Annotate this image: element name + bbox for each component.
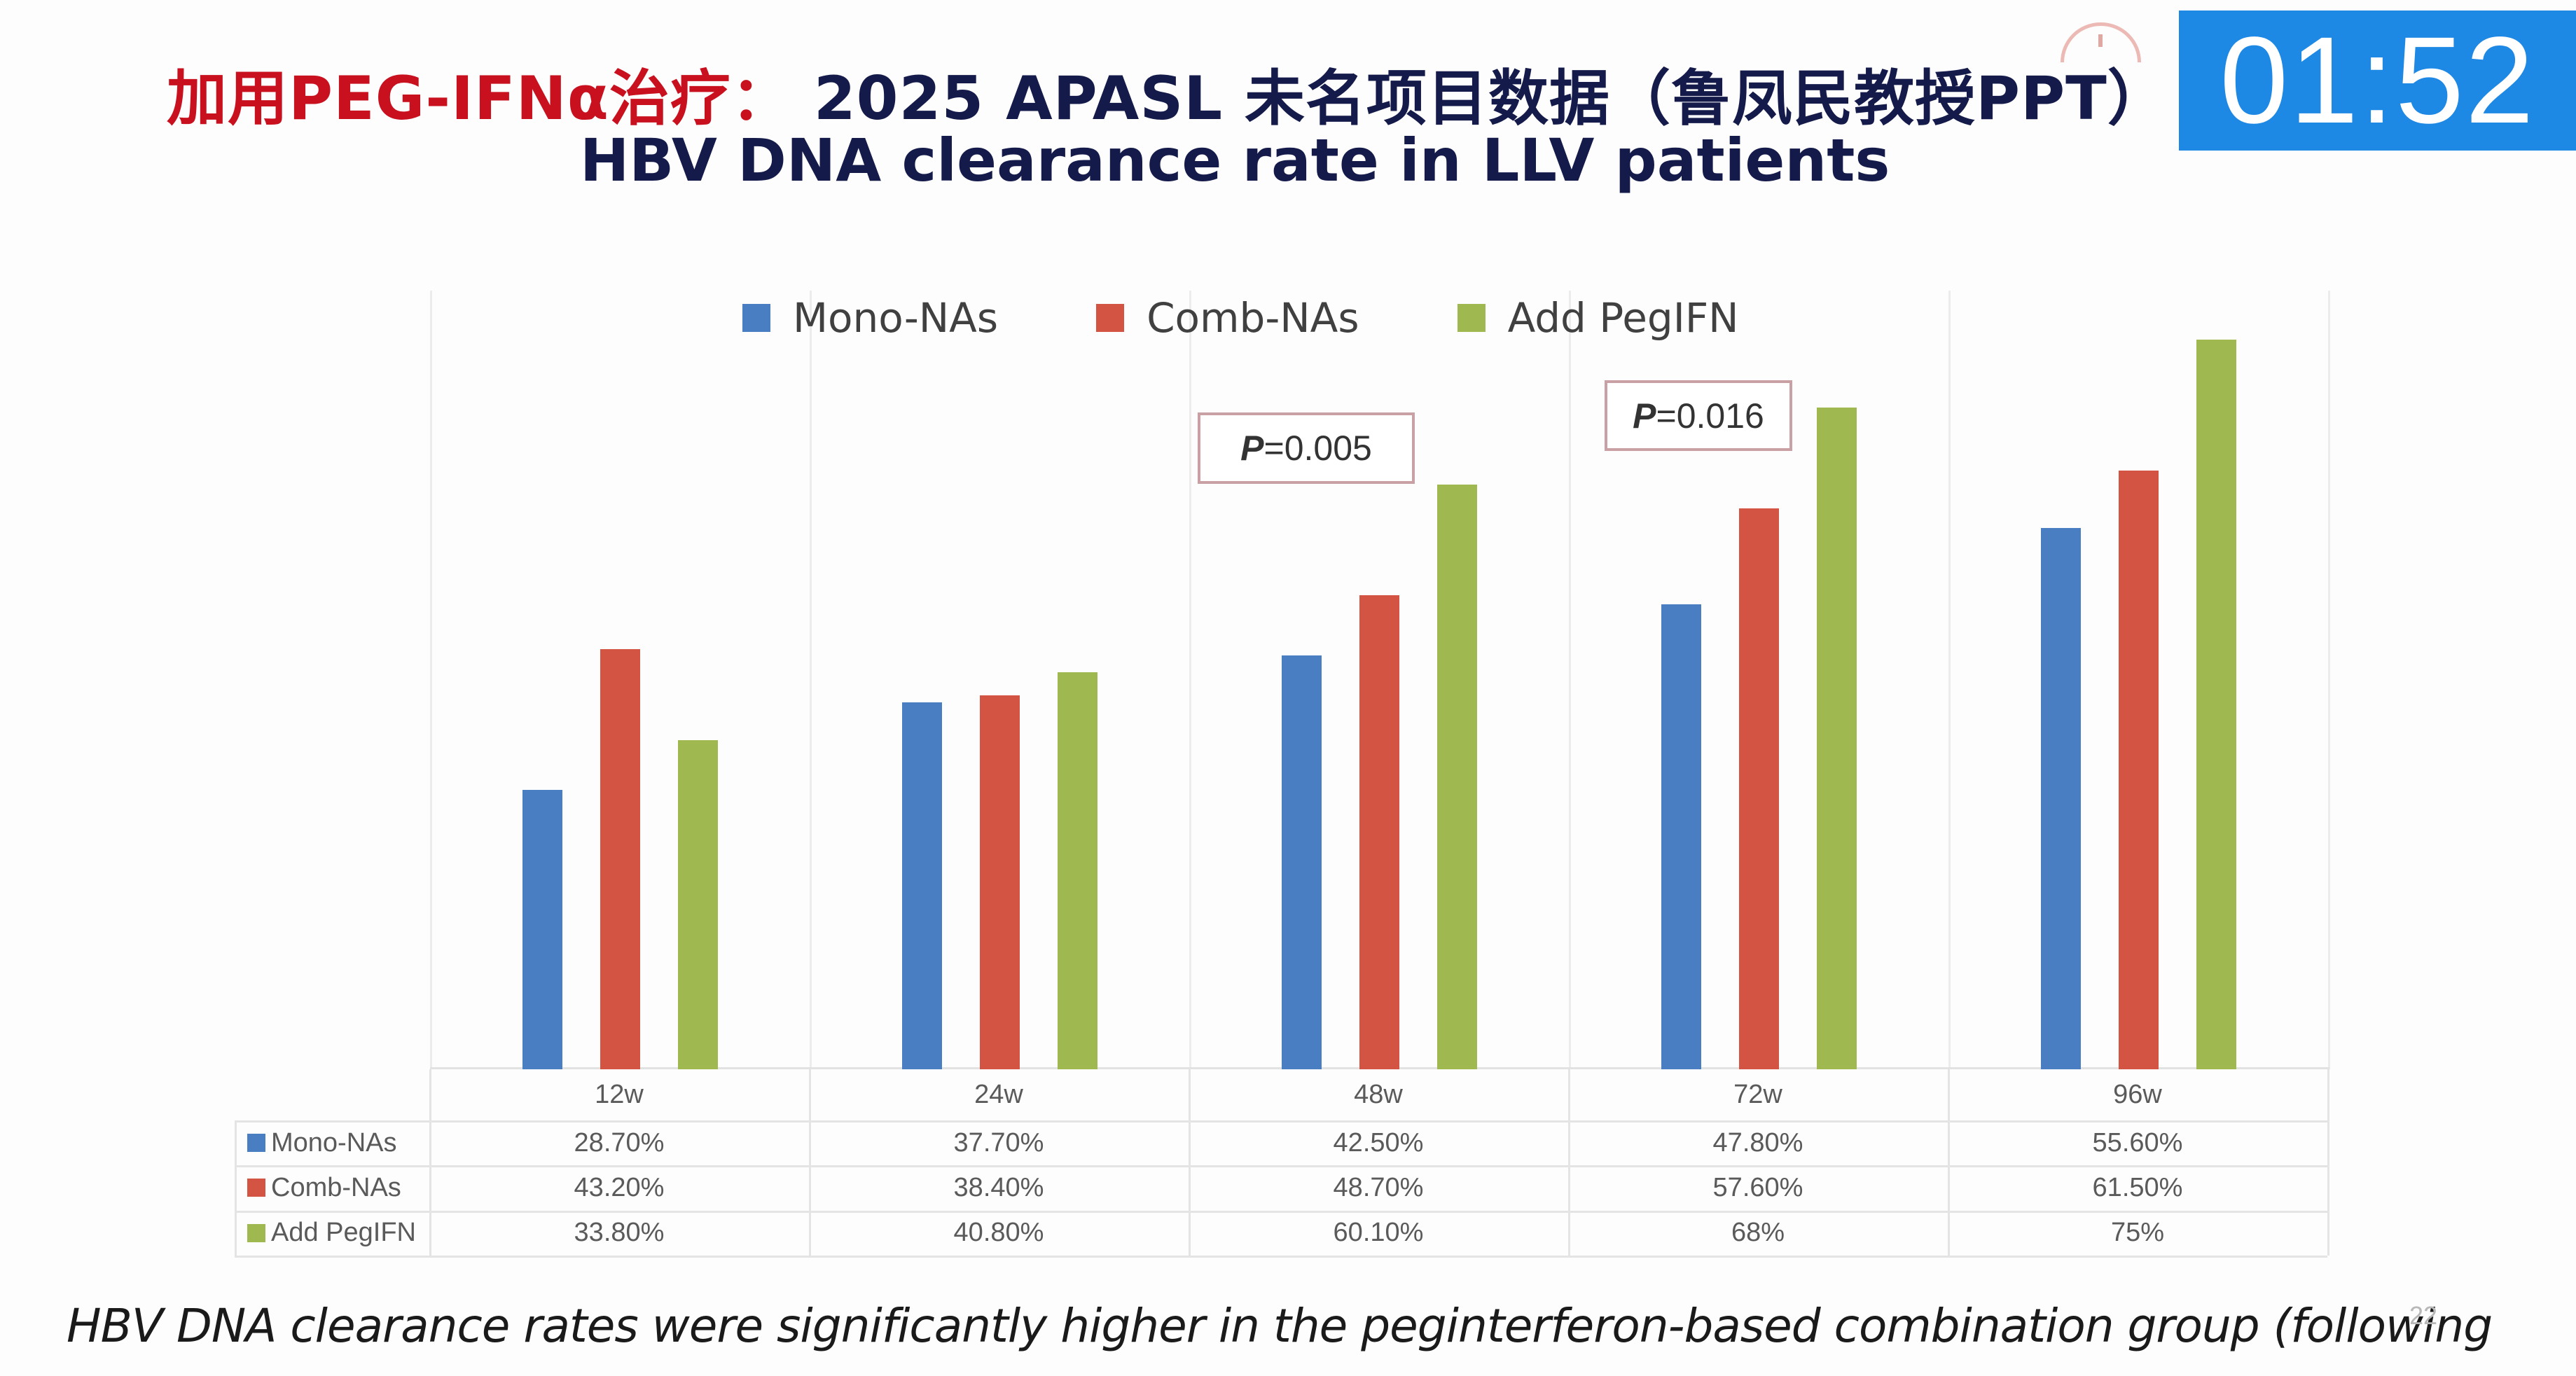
chart-legend: Mono-NAs Comb-NAs Add PegIFN xyxy=(742,294,1837,342)
legend-label: Comb-NAs xyxy=(1147,294,1359,342)
bar-add-pegifn-12w xyxy=(677,740,718,1069)
bar-add-pegifn-96w xyxy=(2196,339,2236,1069)
bar-add-pegifn-72w xyxy=(1816,407,1857,1069)
legend-swatch-icon xyxy=(1457,304,1486,332)
table-cell: 33.80% xyxy=(574,1218,665,1248)
table-column-header: 12w xyxy=(595,1080,644,1109)
series-swatch-icon xyxy=(247,1179,265,1197)
legend-item-mono-nas: Mono-NAs xyxy=(742,294,998,342)
table-cell: 68% xyxy=(1731,1218,1785,1248)
table-column-divider xyxy=(809,1069,811,1256)
table-row-divider xyxy=(235,1210,2327,1213)
table-row-divider xyxy=(235,1165,2327,1168)
slide-title: 加用PEG-IFNα治疗： 2025 APASL 未名项目数据（鲁凤民教授PPT… xyxy=(167,49,2168,137)
bar-comb-nas-48w xyxy=(1359,595,1399,1069)
p-value-annotation-72w: P =0.016 xyxy=(1605,380,1792,451)
table-cell: 60.10% xyxy=(1333,1218,1424,1248)
table-column-header: 24w xyxy=(974,1080,1023,1109)
table-row-divider xyxy=(235,1120,2327,1123)
table-row-label: Mono-NAs xyxy=(235,1120,429,1165)
table-cell: 42.50% xyxy=(1333,1127,1424,1158)
series-swatch-icon xyxy=(247,1223,265,1242)
table-column-header: 48w xyxy=(1354,1080,1403,1109)
p-label: P xyxy=(1633,396,1656,436)
table-cell: 61.50% xyxy=(2092,1172,2183,1202)
legend-item-comb-nas: Comb-NAs xyxy=(1096,294,1359,342)
p-value-annotation-48w: P =0.005 xyxy=(1198,412,1415,484)
table-column-divider xyxy=(1189,1069,1191,1256)
legend-item-add-pegifn: Add PegIFN xyxy=(1457,294,1739,342)
gridline xyxy=(1569,291,1571,1069)
bar-mono-nas-96w xyxy=(2040,528,2081,1069)
table-column-divider xyxy=(235,1120,237,1256)
table-cell: 38.40% xyxy=(953,1172,1044,1202)
table-cell: 48.70% xyxy=(1333,1172,1424,1202)
table-cell: 40.80% xyxy=(953,1218,1044,1248)
bar-mono-nas-72w xyxy=(1661,604,1701,1069)
table-column-header: 96w xyxy=(2113,1080,2162,1109)
p-label: P xyxy=(1240,429,1264,468)
table-column-divider xyxy=(1568,1069,1570,1256)
bar-add-pegifn-24w xyxy=(1057,672,1097,1069)
table-cell: 47.80% xyxy=(1712,1127,1803,1158)
bar-mono-nas-12w xyxy=(522,790,562,1069)
bar-add-pegifn-48w xyxy=(1436,484,1477,1069)
bar-chart-plot-area: P =0.005 P =0.016 xyxy=(430,291,2330,1069)
row-label-text: Add PegIFN xyxy=(271,1218,416,1248)
slide-title-source: 2025 APASL 未名项目数据（鲁凤民教授PPT） xyxy=(791,64,2168,134)
table-row-label: Comb-NAs xyxy=(235,1165,429,1210)
p-value: =0.005 xyxy=(1263,429,1372,468)
table-bottom-border xyxy=(235,1255,2327,1258)
table-cell: 55.60% xyxy=(2092,1127,2183,1158)
table-cell: 28.70% xyxy=(574,1127,665,1158)
bar-mono-nas-24w xyxy=(901,702,942,1069)
row-label-text: Mono-NAs xyxy=(271,1127,397,1158)
bar-comb-nas-12w xyxy=(600,648,640,1069)
legend-swatch-icon xyxy=(742,304,770,332)
bar-comb-nas-96w xyxy=(2118,471,2159,1069)
slide-subtitle: HBV DNA clearance rate in LLV patients xyxy=(580,126,1890,195)
gridline xyxy=(2328,291,2330,1069)
slide-number: 22 xyxy=(2409,1301,2438,1330)
legend-swatch-icon xyxy=(1096,304,1125,332)
bar-comb-nas-24w xyxy=(979,695,1020,1069)
legend-label: Mono-NAs xyxy=(793,294,999,342)
table-cell: 75% xyxy=(2110,1218,2165,1248)
table-cell: 43.20% xyxy=(574,1172,665,1202)
gridline xyxy=(430,291,432,1069)
bar-mono-nas-48w xyxy=(1281,655,1322,1069)
table-column-header: 72w xyxy=(1733,1080,1782,1109)
gridline xyxy=(810,291,812,1069)
row-label-text: Comb-NAs xyxy=(271,1172,401,1202)
timer-icon xyxy=(2061,22,2141,62)
chart-data-table: 12w 24w 48w 72w 96w Mono-NAs 28.70% 37.70% 42.50… xyxy=(235,1069,2329,1258)
table-cell: 37.70% xyxy=(953,1127,1044,1158)
bar-comb-nas-72w xyxy=(1738,508,1779,1069)
gridline xyxy=(1948,291,1951,1069)
table-cell: 57.60% xyxy=(1712,1172,1803,1202)
p-value: =0.016 xyxy=(1656,396,1764,436)
countdown-timer: 01:52 xyxy=(2179,11,2576,151)
caption-subtitle: HBV DNA clearance rates were significant… xyxy=(67,1299,2493,1353)
table-column-divider xyxy=(1948,1069,1950,1256)
gridline xyxy=(1189,291,1191,1069)
table-column-divider xyxy=(2327,1069,2329,1256)
table-row-label: Add PegIFN xyxy=(235,1211,429,1256)
slide-title-chinese-prefix: 加用PEG-IFNα治疗： xyxy=(167,64,792,134)
legend-label: Add PegIFN xyxy=(1507,294,1739,342)
series-swatch-icon xyxy=(247,1134,265,1153)
table-column-divider xyxy=(429,1069,431,1256)
